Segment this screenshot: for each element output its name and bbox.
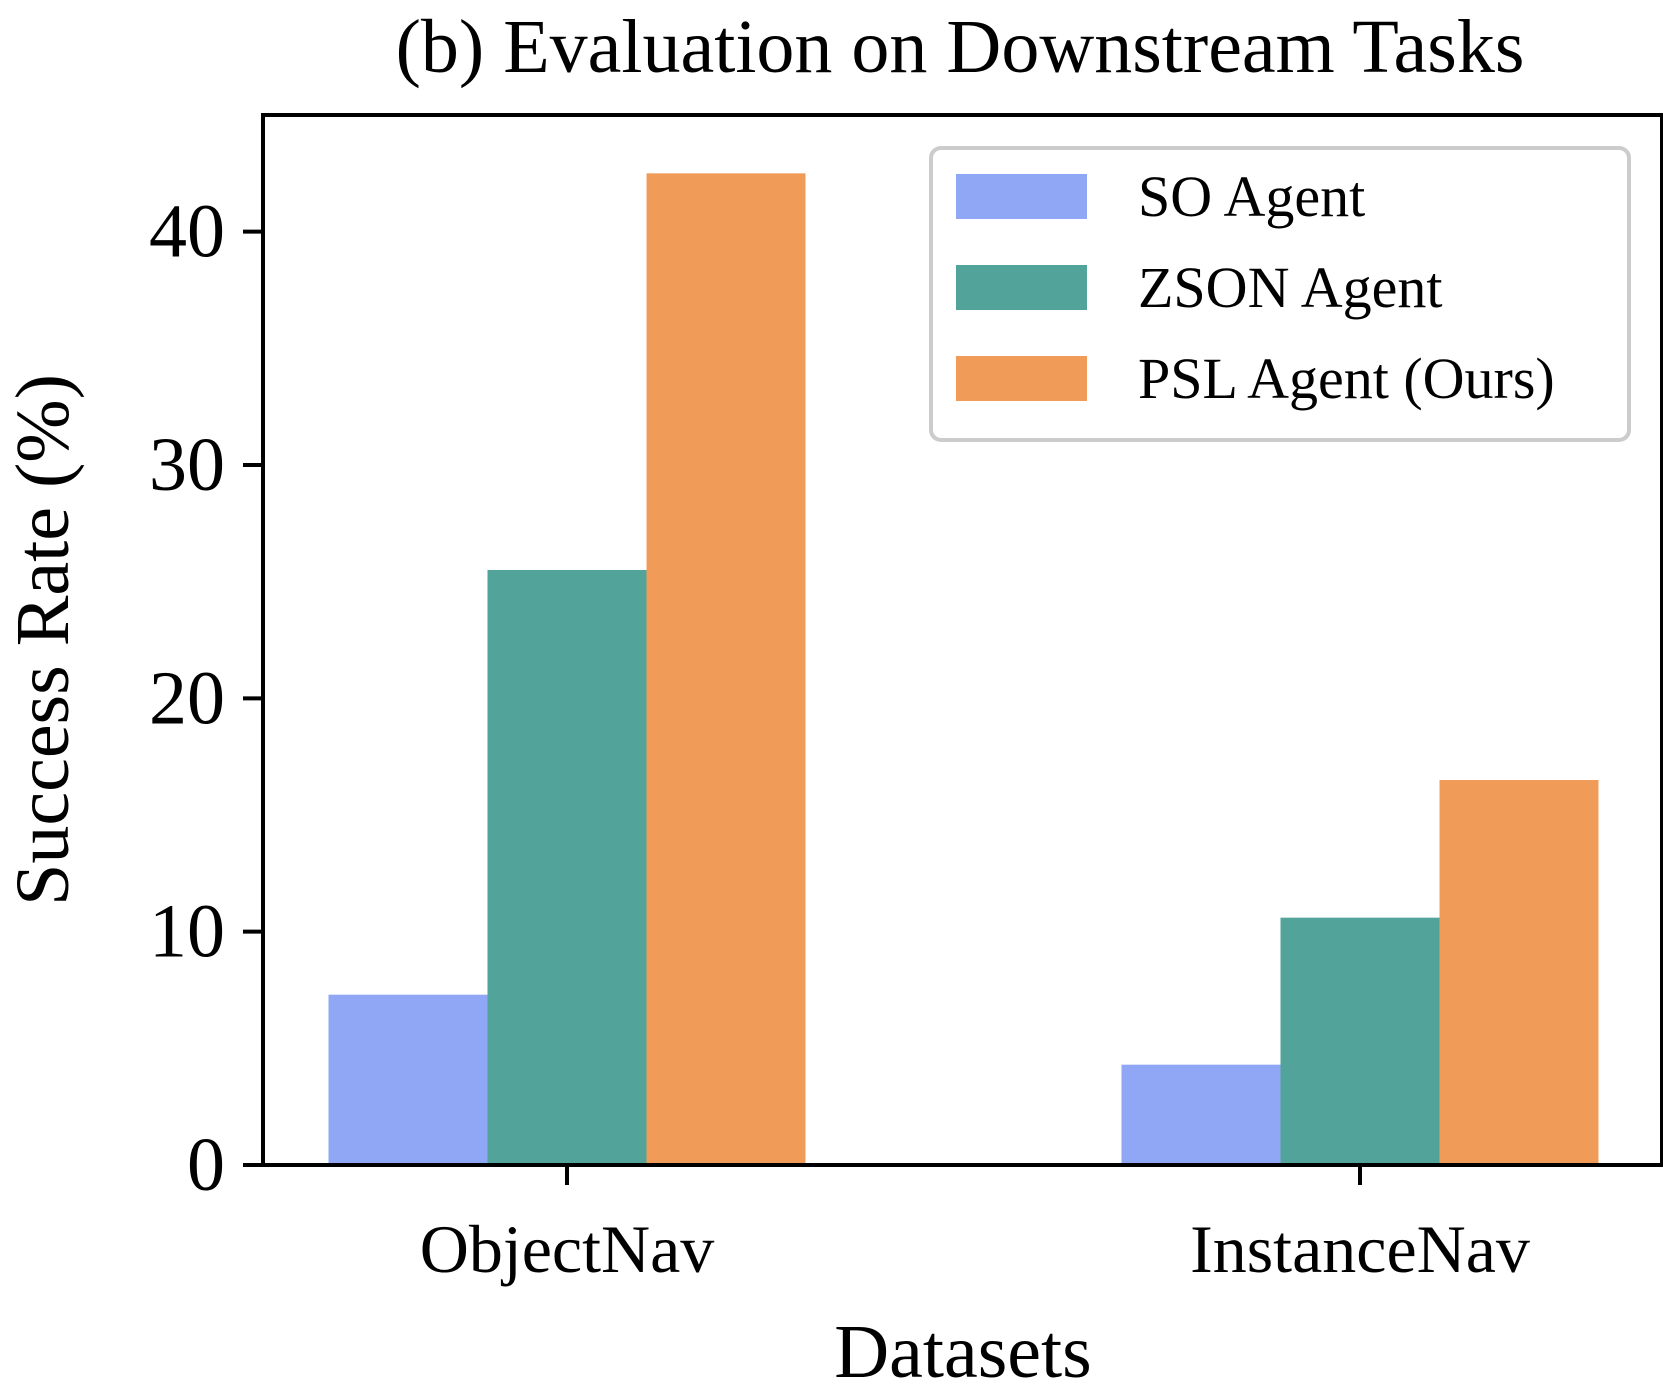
y-tick-label: 20 [149, 656, 225, 740]
plot-frame [261, 113, 1663, 1167]
y-tick-label: 30 [149, 423, 225, 507]
bar-instancenav-zson-agent [1280, 917, 1440, 1165]
bar-objectnav-zson-agent [487, 570, 647, 1165]
x-axis-label: Datasets [834, 1310, 1091, 1393]
bar-objectnav-psl-agent-ours [646, 173, 806, 1166]
legend-label: PSL Agent (Ours) [1138, 346, 1555, 411]
bar-instancenav-so-agent [1121, 1064, 1281, 1165]
bar-instancenav-psl-agent-ours [1439, 780, 1599, 1165]
bars-layer [328, 173, 1599, 1166]
legend-swatch [956, 265, 1087, 310]
axes-layer: ObjectNav InstanceNav 0 10 20 30 40 [149, 190, 1530, 1287]
x-tick-label: ObjectNav [420, 1211, 715, 1287]
y-tick-label: 0 [187, 1123, 225, 1207]
y-axis-label: Success Rate (%) [1, 374, 85, 906]
bar-objectnav-so-agent [328, 994, 488, 1165]
legend-swatch [956, 356, 1087, 401]
x-tick-label: InstanceNav [1190, 1211, 1530, 1287]
legend-label: ZSON Agent [1138, 255, 1443, 320]
legend-swatch [956, 174, 1087, 219]
legend: SO Agent ZSON Agent PSL Agent (Ours) [929, 146, 1631, 442]
chart-title: (b) Evaluation on Downstream Tasks [396, 5, 1525, 89]
legend-items: SO Agent ZSON Agent PSL Agent (Ours) [956, 164, 1555, 411]
y-tick-label: 40 [149, 190, 225, 274]
legend-label: SO Agent [1138, 164, 1365, 229]
legend-box [929, 146, 1631, 442]
y-tick-label: 10 [149, 890, 225, 974]
